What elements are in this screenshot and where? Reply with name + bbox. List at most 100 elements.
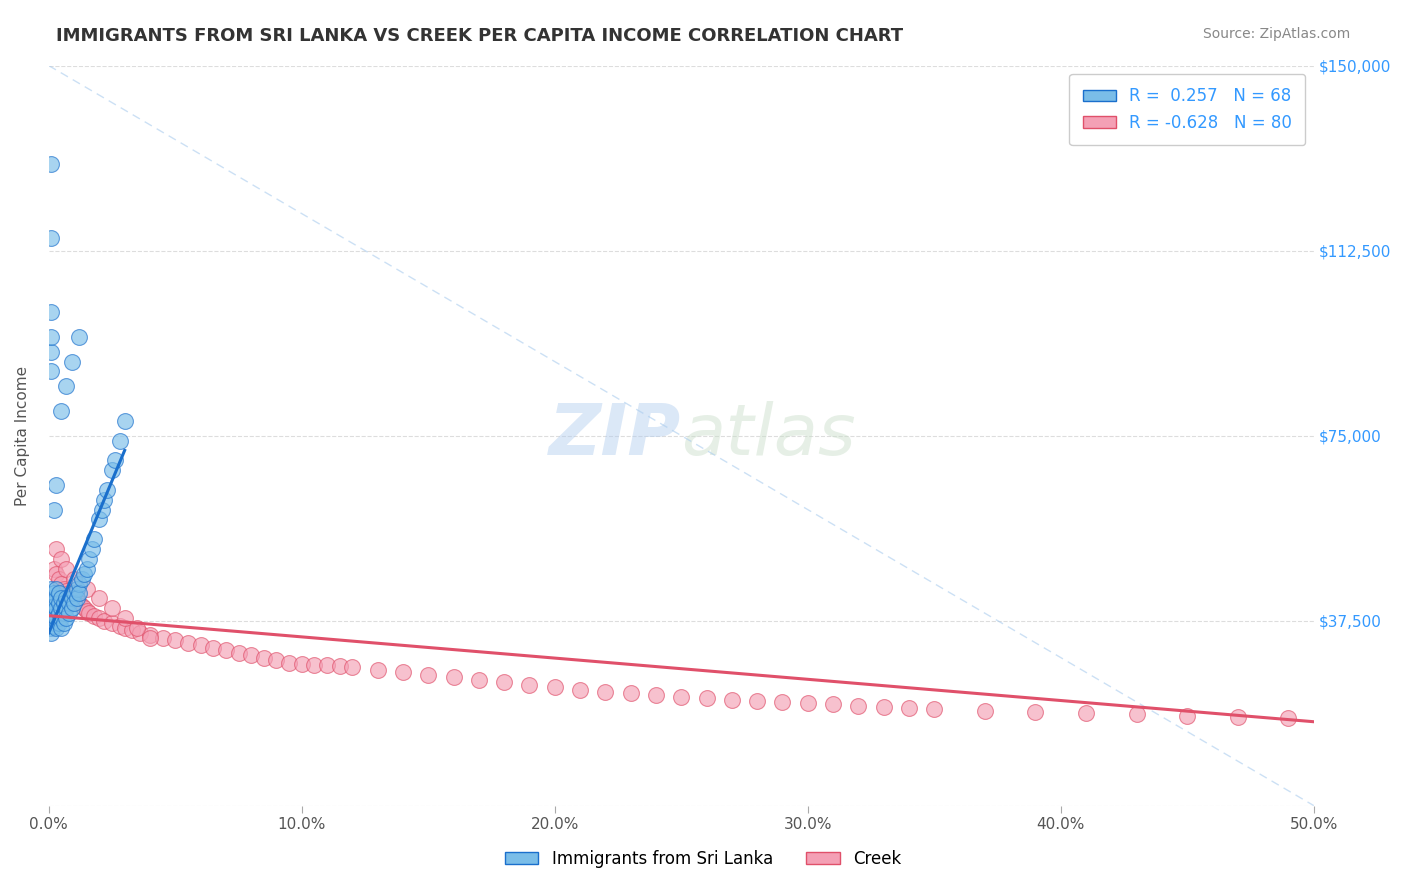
Point — [48, 596, 70, 610]
Point — [922, 702, 945, 716]
Point — [103, 453, 125, 467]
Point — [101, 463, 124, 477]
Point — [55, 601, 77, 615]
Point — [45, 591, 67, 606]
Point — [76, 582, 98, 596]
Point — [39, 626, 62, 640]
Point — [73, 566, 96, 581]
Point — [39, 611, 62, 625]
Point — [114, 414, 136, 428]
Point — [39, 231, 62, 245]
Point — [342, 660, 364, 674]
Point — [1024, 705, 1046, 719]
Point — [316, 658, 339, 673]
Y-axis label: Per Capita Income: Per Capita Income — [15, 366, 30, 506]
Point — [897, 701, 920, 715]
Point — [108, 618, 131, 632]
Point — [1277, 711, 1299, 725]
Point — [392, 665, 415, 680]
Point — [253, 650, 276, 665]
Point — [52, 616, 75, 631]
Point — [228, 646, 250, 660]
Point — [215, 643, 238, 657]
Point — [60, 589, 83, 603]
Point — [696, 691, 718, 706]
Point — [70, 572, 93, 586]
Point — [65, 591, 87, 606]
Point — [48, 606, 70, 620]
Point — [60, 591, 83, 606]
Point — [494, 675, 516, 690]
Point — [60, 601, 83, 615]
Point — [83, 608, 105, 623]
Point — [42, 502, 65, 516]
Point — [42, 562, 65, 576]
Point — [48, 572, 70, 586]
Point — [519, 678, 541, 692]
Point — [42, 596, 65, 610]
Point — [55, 591, 77, 606]
Point — [121, 624, 143, 638]
Legend: Immigrants from Sri Lanka, Creek: Immigrants from Sri Lanka, Creek — [498, 844, 908, 875]
Point — [266, 653, 288, 667]
Point — [468, 673, 491, 687]
Text: IMMIGRANTS FROM SRI LANKA VS CREEK PER CAPITA INCOME CORRELATION CHART: IMMIGRANTS FROM SRI LANKA VS CREEK PER C… — [56, 27, 904, 45]
Point — [1175, 708, 1198, 723]
Point — [39, 364, 62, 378]
Point — [620, 686, 643, 700]
Point — [114, 611, 136, 625]
Point — [80, 542, 103, 557]
Point — [569, 682, 592, 697]
Point — [89, 591, 111, 606]
Point — [55, 584, 77, 599]
Point — [747, 694, 769, 708]
Point — [55, 562, 77, 576]
Point — [42, 599, 65, 613]
Point — [76, 562, 98, 576]
Point — [76, 604, 98, 618]
Point — [63, 591, 86, 606]
Point — [39, 305, 62, 319]
Point — [291, 657, 314, 671]
Point — [45, 601, 67, 615]
Point — [51, 552, 73, 566]
Point — [114, 621, 136, 635]
Point — [1226, 710, 1249, 724]
Point — [96, 483, 118, 497]
Point — [39, 601, 62, 615]
Point — [90, 502, 112, 516]
Point — [93, 614, 115, 628]
Point — [139, 628, 162, 642]
Point — [55, 379, 77, 393]
Point — [93, 492, 115, 507]
Point — [58, 596, 80, 610]
Point — [152, 631, 174, 645]
Point — [139, 631, 162, 645]
Point — [51, 611, 73, 625]
Point — [39, 330, 62, 344]
Point — [39, 621, 62, 635]
Point — [51, 621, 73, 635]
Point — [51, 591, 73, 606]
Point — [58, 606, 80, 620]
Text: ZIP: ZIP — [548, 401, 682, 470]
Point — [67, 596, 90, 610]
Point — [671, 690, 693, 704]
Point — [73, 601, 96, 615]
Point — [42, 618, 65, 632]
Point — [63, 586, 86, 600]
Point — [48, 586, 70, 600]
Point — [190, 638, 212, 652]
Point — [101, 601, 124, 615]
Point — [55, 611, 77, 625]
Point — [304, 657, 326, 672]
Point — [63, 572, 86, 586]
Point — [39, 344, 62, 359]
Point — [42, 616, 65, 631]
Point — [42, 606, 65, 620]
Point — [177, 636, 200, 650]
Point — [42, 586, 65, 600]
Point — [52, 582, 75, 596]
Point — [418, 668, 440, 682]
Point — [42, 608, 65, 623]
